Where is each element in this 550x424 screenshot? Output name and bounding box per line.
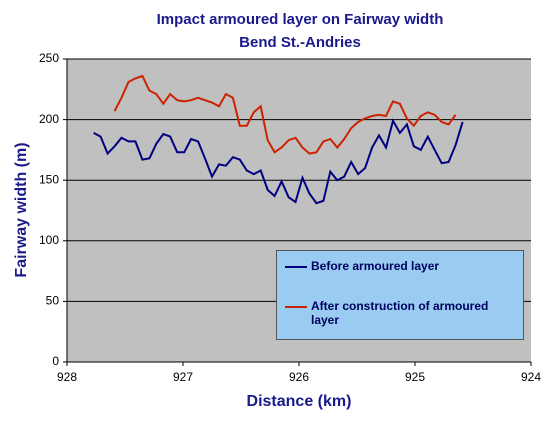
series-line	[113, 74, 457, 155]
y-axis-label: Fairway width (m)	[13, 142, 30, 277]
y-tick-label: 0	[52, 354, 59, 368]
legend-item: Before armoured layer	[285, 259, 511, 273]
y-tick-label: 200	[39, 112, 59, 126]
legend-swatch	[285, 306, 307, 308]
x-tick-label: 925	[405, 370, 425, 384]
legend-label: Before armoured layer	[311, 259, 440, 273]
legend-item: After construction of armoured layer	[285, 299, 511, 327]
y-tick-label: 50	[46, 294, 60, 308]
y-tick-label: 100	[39, 233, 59, 247]
x-tick-label: 926	[289, 370, 309, 384]
legend: Before armoured layer After construction …	[276, 250, 524, 340]
y-tick-label: 150	[39, 172, 59, 186]
legend-swatch	[285, 266, 307, 268]
x-tick-label: 927	[173, 370, 193, 384]
x-tick-label: 924	[521, 370, 541, 384]
y-tick-label: 250	[39, 51, 59, 65]
x-axis-label: Distance (km)	[247, 393, 352, 410]
chart-title: Impact armoured layer on Fairway width	[157, 11, 444, 28]
series-line	[93, 118, 464, 205]
x-tick-label: 928	[57, 370, 77, 384]
chart-subtitle: Bend St.-Andries	[239, 34, 361, 51]
legend-label: After construction of armoured layer	[311, 299, 489, 327]
